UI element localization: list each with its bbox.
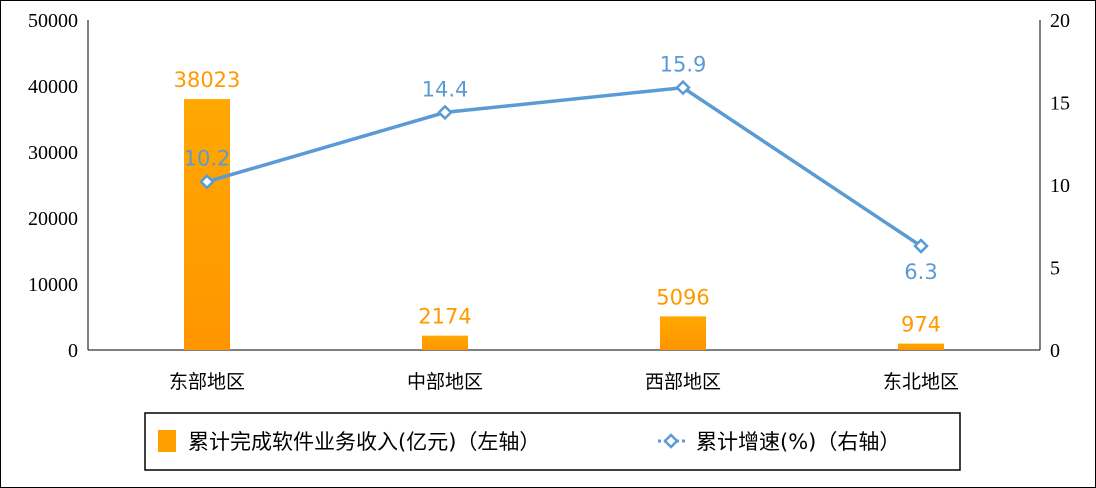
growth-line xyxy=(206,85,922,248)
left-tick-label: 40000 xyxy=(28,76,78,98)
bar-data-label: 974 xyxy=(901,313,941,337)
right-tick-label: 10 xyxy=(1050,175,1070,197)
right-tick-label: 15 xyxy=(1050,93,1070,115)
left-tick-label: 10000 xyxy=(28,274,78,296)
legend-box xyxy=(144,412,961,471)
bar xyxy=(660,316,706,350)
legend-bar-swatch xyxy=(158,430,176,452)
line-point xyxy=(199,173,215,190)
line-point xyxy=(675,79,691,96)
right-tick-label: 20 xyxy=(1050,10,1070,32)
legend: 累计完成软件业务收入(亿元)（左轴） 累计增速(%)（右轴） xyxy=(144,412,961,471)
category-label: 东北地区 xyxy=(883,371,959,393)
line-point xyxy=(913,238,929,254)
line-data-label: 6.3 xyxy=(904,260,937,284)
bar xyxy=(184,99,230,350)
bar-data-label: 38023 xyxy=(174,68,241,92)
legend-line-label: 累计增速(%)（右轴） xyxy=(696,430,900,454)
bar xyxy=(422,335,468,350)
left-tick-label: 0 xyxy=(68,340,78,362)
right-tick-label: 5 xyxy=(1050,258,1060,280)
line-data-label: 14.4 xyxy=(422,77,469,101)
legend-bar-label: 累计完成软件业务收入(亿元)（左轴） xyxy=(188,430,540,454)
left-tick-label: 20000 xyxy=(28,208,78,230)
category-label: 西部地区 xyxy=(645,371,721,393)
line-point xyxy=(437,104,453,121)
bar xyxy=(898,343,944,350)
legend-diamond-icon xyxy=(663,433,679,449)
line-data-label: 15.9 xyxy=(660,53,707,77)
line-data-label: 10.2 xyxy=(184,147,231,171)
right-tick-label: 0 xyxy=(1050,340,1060,362)
left-tick-label: 30000 xyxy=(28,142,78,164)
category-label: 中部地区 xyxy=(407,371,483,393)
bar-data-label: 2174 xyxy=(418,305,471,329)
category-label: 东部地区 xyxy=(169,371,245,393)
bar-data-label: 5096 xyxy=(656,285,709,309)
left-tick-label: 50000 xyxy=(28,10,78,32)
